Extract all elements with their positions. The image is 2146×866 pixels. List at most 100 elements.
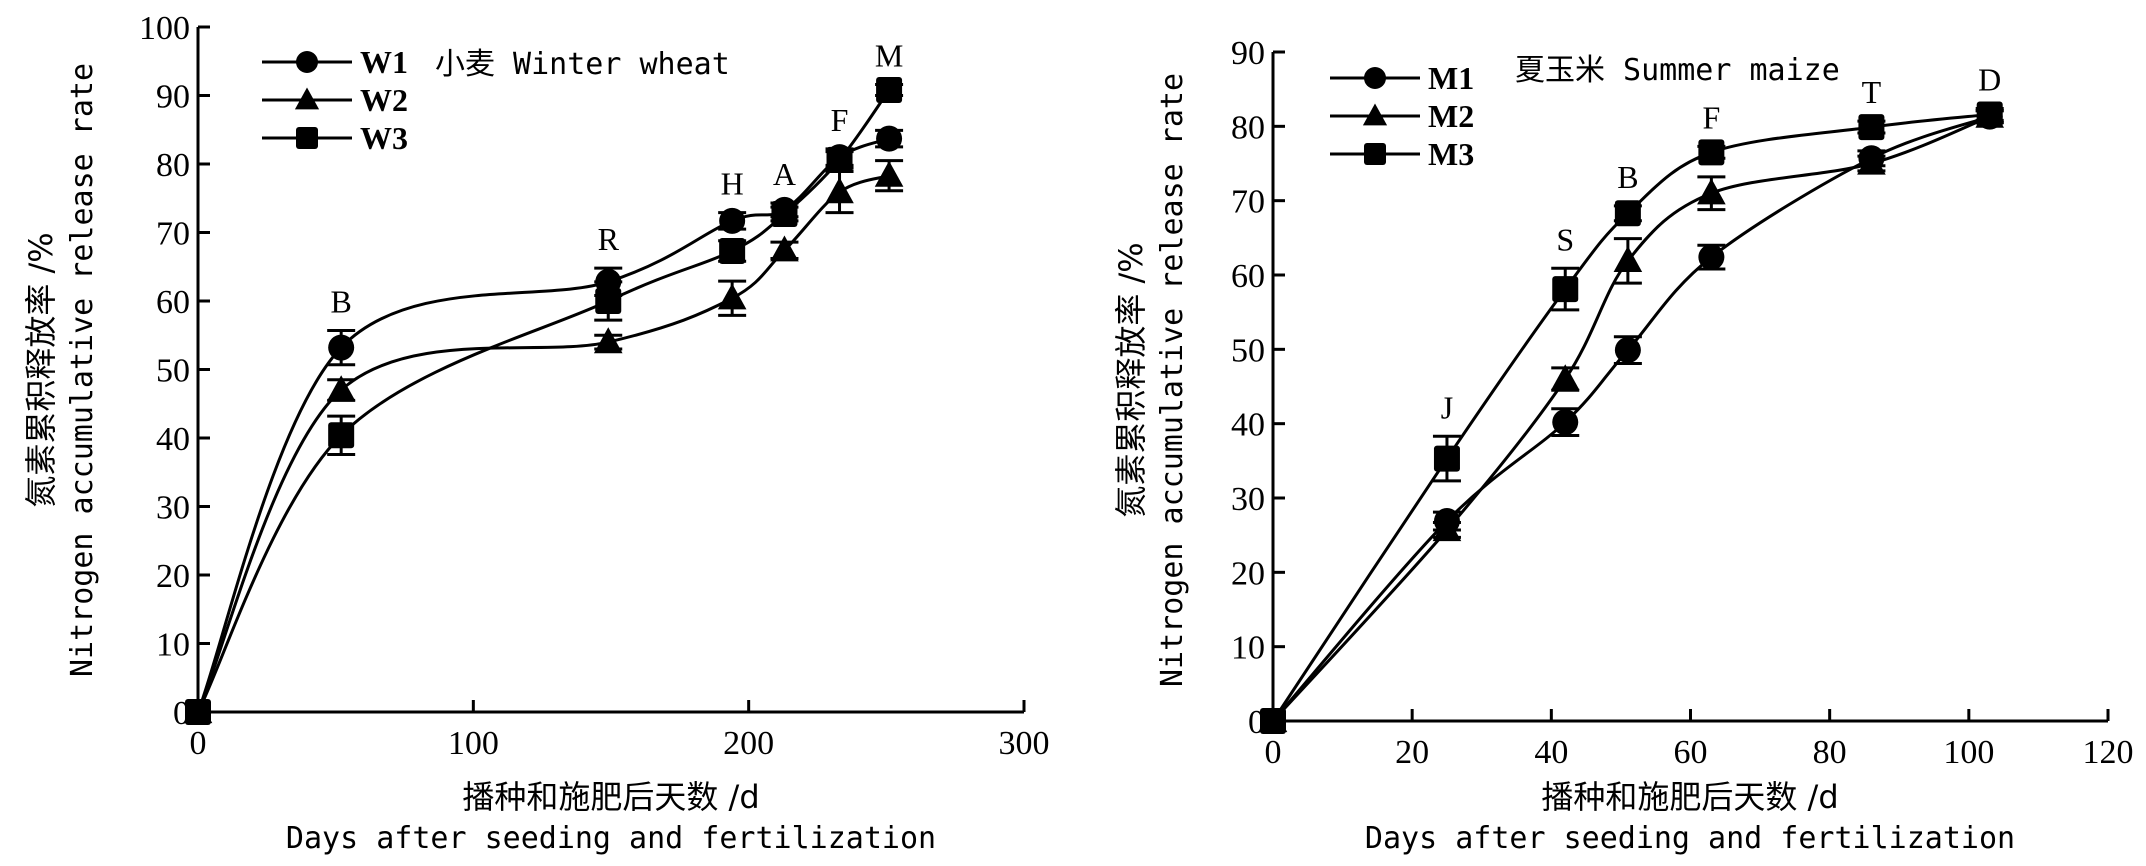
data-point-square: [719, 237, 746, 264]
x-axis-title-cn: 播种和施肥后天数 /d: [462, 778, 759, 816]
x-tick-label: 300: [999, 725, 1050, 762]
data-point-square: [1433, 445, 1460, 472]
legend-triangle-icon: [294, 87, 320, 110]
data-point-square: [1858, 114, 1885, 141]
x-tick-label: 120: [2083, 734, 2134, 771]
chart-title: 夏玉米 Summer maize: [1515, 53, 1840, 88]
data-point-triangle: [593, 327, 623, 354]
data-point-triangle: [1550, 364, 1580, 391]
data-point-triangle: [717, 283, 747, 310]
y-tick-label: 30: [156, 490, 190, 527]
y-axis-title-cn: 氮素累积释放率 /%: [22, 232, 60, 507]
stage-label: M: [875, 38, 903, 74]
stage-label: H: [721, 166, 744, 202]
data-point-circle: [1614, 337, 1641, 364]
legend-square-icon: [296, 127, 318, 149]
legend-circle-icon: [296, 51, 318, 73]
y-tick-label: 30: [1231, 481, 1265, 518]
x-tick-label: 80: [1813, 734, 1847, 771]
x-tick-label: 20: [1395, 734, 1429, 771]
stage-label: S: [1556, 221, 1574, 257]
stage-label: A: [773, 156, 796, 192]
data-point-circle: [328, 334, 355, 361]
y-tick-label: 10: [156, 627, 190, 664]
legend-label: W1: [360, 44, 408, 80]
y-tick-label: 80: [1231, 109, 1265, 146]
x-axis-title-cn: 播种和施肥后天数 /d: [1541, 778, 1838, 816]
winter-wheat-chart: 小麦 Winter wheat 播种和施肥后天数 /d Days after s…: [22, 10, 1050, 856]
data-point-square: [1976, 101, 2003, 128]
data-point-square: [876, 77, 903, 104]
y-tick-label: 50: [156, 353, 190, 390]
y-axis-title-cn: 氮素累积释放率 /%: [1112, 242, 1150, 517]
series-m1: [1260, 103, 2004, 734]
y-tick-label: 10: [1231, 630, 1265, 667]
legend-circle-icon: [1364, 67, 1386, 89]
x-axis-title-en: Days after seeding and fertilization: [1365, 821, 2015, 856]
data-point-triangle: [1613, 246, 1643, 272]
stage-label: F: [1702, 99, 1720, 135]
x-tick-label: 0: [1265, 734, 1282, 771]
stage-label: T: [1862, 74, 1882, 110]
legend-label: M2: [1428, 98, 1474, 134]
x-tick-label: 0: [190, 725, 207, 762]
x-tick-label: 200: [723, 725, 774, 762]
legend-label: M3: [1428, 136, 1474, 172]
legend-label: W3: [360, 120, 408, 156]
series-w3: [185, 77, 904, 725]
data-point-circle: [876, 125, 903, 152]
y-tick-label: 100: [139, 10, 190, 47]
data-point-circle: [1552, 409, 1579, 436]
data-point-square: [328, 422, 355, 449]
y-tick-label: 20: [156, 558, 190, 595]
y-tick-label: 20: [1231, 555, 1265, 592]
y-axis-title-en: Nitrogen accumulative release rate: [65, 63, 100, 677]
stage-label: J: [1441, 389, 1453, 425]
y-axis-title-en: Nitrogen accumulative release rate: [1155, 73, 1190, 687]
summer-maize-chart: 夏玉米 Summer maize 播种和施肥后天数 /d Days after …: [1112, 35, 2134, 856]
data-point-triangle: [1697, 178, 1726, 205]
series-w2: [183, 159, 904, 724]
y-tick-label: 40: [156, 421, 190, 458]
series-line: [196, 174, 890, 713]
data-point-triangle: [326, 375, 356, 402]
stage-label: D: [1978, 61, 2001, 97]
stage-label: B: [1617, 159, 1638, 195]
x-tick-label: 100: [1943, 734, 1994, 771]
y-tick-label: 70: [1231, 184, 1265, 221]
y-tick-label: 70: [156, 216, 190, 253]
series-m3: [1260, 101, 2004, 734]
data-point-square: [771, 201, 798, 228]
legend-triangle-icon: [1362, 103, 1388, 126]
data-point-triangle: [874, 160, 904, 187]
data-point-square: [1260, 708, 1286, 734]
chart-title: 小麦 Winter wheat: [435, 47, 730, 82]
data-point-triangle: [1432, 515, 1462, 542]
data-point-circle: [719, 207, 746, 234]
legend-label: W2: [360, 82, 408, 118]
y-tick-label: 50: [1231, 332, 1265, 369]
legend-label: M1: [1428, 60, 1474, 96]
data-point-triangle: [825, 177, 854, 204]
data-point-triangle: [1857, 148, 1886, 175]
y-tick-label: 90: [156, 79, 190, 116]
x-tick-label: 100: [448, 725, 499, 762]
data-point-square: [1552, 276, 1579, 303]
legend-square-icon: [1364, 143, 1386, 165]
data-point-square: [1698, 139, 1725, 166]
x-tick-label: 60: [1674, 734, 1708, 771]
data-point-circle: [1698, 244, 1725, 271]
series-m2: [1258, 101, 2005, 733]
x-axis-title-en: Days after seeding and fertilization: [286, 821, 936, 856]
y-tick-label: 80: [156, 147, 190, 184]
stage-label: B: [331, 283, 352, 319]
stage-label: F: [831, 102, 849, 138]
y-tick-label: 40: [1231, 407, 1265, 444]
data-point-square: [595, 288, 622, 314]
stage-label: R: [598, 221, 620, 257]
data-point-triangle: [770, 235, 799, 262]
data-point-square: [185, 699, 211, 725]
data-point-square: [1614, 200, 1641, 227]
x-tick-label: 40: [1534, 734, 1568, 771]
